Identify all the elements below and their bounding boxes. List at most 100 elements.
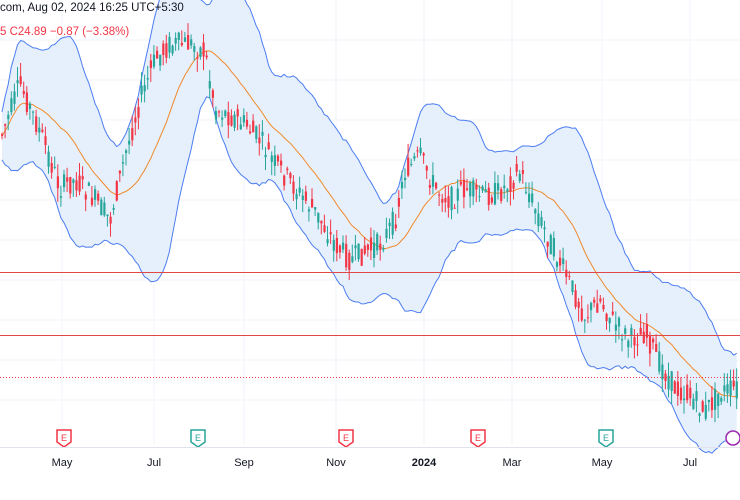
- candle: [320, 220, 323, 235]
- candle: [156, 46, 159, 59]
- candle: [286, 166, 289, 175]
- candle: [180, 30, 183, 47]
- candle: [329, 219, 332, 244]
- candlestick-series: [1, 23, 738, 423]
- event-marker-dividends[interactable]: E: [598, 429, 614, 448]
- candle: [627, 338, 630, 358]
- candle: [193, 42, 196, 61]
- time-axis[interactable]: May Jul Sep Nov 2024 Mar May Jul: [0, 447, 740, 470]
- event-marker-earnings[interactable]: E: [338, 429, 354, 448]
- candle: [608, 317, 611, 332]
- candle: [227, 101, 230, 139]
- candle: [171, 44, 174, 56]
- candle: [190, 34, 193, 49]
- candle: [472, 177, 475, 206]
- candle: [695, 382, 698, 413]
- candle: [416, 146, 419, 158]
- event-marker-label: E: [603, 433, 609, 443]
- candle: [673, 379, 676, 394]
- candle: [636, 333, 639, 357]
- candle: [642, 322, 645, 345]
- candle: [236, 104, 239, 131]
- candle: [373, 230, 376, 268]
- candle: [658, 342, 661, 375]
- candle: [599, 294, 602, 304]
- candle: [590, 301, 593, 323]
- candle: [221, 110, 224, 127]
- candle: [509, 167, 512, 206]
- ohlc-close: C24.89: [9, 26, 47, 38]
- candle: [59, 185, 63, 207]
- candle: [717, 393, 720, 419]
- candle: [484, 181, 487, 193]
- candle: [655, 334, 658, 353]
- event-marker-earnings[interactable]: E: [470, 429, 486, 448]
- candle: [224, 109, 227, 119]
- candle: [633, 329, 636, 359]
- candle: [149, 53, 152, 82]
- candle: [670, 370, 673, 405]
- event-marker-label: E: [195, 433, 201, 443]
- bollinger-band-fill: [2, 0, 737, 454]
- candle: [466, 178, 469, 192]
- candle: [280, 153, 283, 173]
- candle: [183, 31, 187, 43]
- candle: [450, 185, 453, 220]
- candle: [549, 233, 552, 255]
- candle: [676, 371, 679, 406]
- candle: [645, 313, 648, 347]
- event-marker-split[interactable]: [725, 430, 740, 446]
- candle: [311, 188, 314, 209]
- candle: [667, 362, 670, 398]
- candle: [289, 171, 292, 185]
- candle: [56, 164, 59, 202]
- candle: [593, 296, 596, 308]
- candle: [543, 220, 546, 243]
- candle: [444, 185, 447, 213]
- candle: [323, 214, 326, 234]
- candle: [400, 170, 404, 199]
- candle: [338, 244, 342, 259]
- x-tick-label: Sep: [234, 457, 254, 469]
- candle: [87, 181, 90, 187]
- candle: [537, 202, 540, 233]
- candle: [230, 109, 233, 127]
- x-tick-label: 2024: [412, 457, 437, 469]
- candle: [38, 117, 41, 142]
- candle: [704, 391, 707, 421]
- candle: [137, 98, 140, 130]
- ohlc-change: −0.87 (−3.38%): [49, 26, 130, 38]
- candle: [211, 88, 214, 108]
- candle: [354, 234, 357, 261]
- candle: [159, 54, 162, 72]
- candle: [475, 178, 478, 203]
- candle: [66, 167, 69, 192]
- candle: [326, 226, 329, 247]
- candle: [97, 190, 100, 205]
- candle: [493, 171, 497, 206]
- candle: [174, 32, 177, 51]
- candle: [534, 207, 537, 225]
- candle: [208, 70, 211, 99]
- candle: [410, 158, 413, 167]
- candle: [249, 124, 252, 135]
- candle: [35, 109, 38, 136]
- candle: [701, 399, 704, 413]
- candle: [503, 174, 506, 199]
- event-marker-dividends[interactable]: E: [190, 429, 206, 448]
- candle: [239, 116, 242, 130]
- candle: [524, 182, 528, 195]
- candle: [428, 179, 431, 195]
- candle: [583, 318, 586, 333]
- candle: [714, 382, 717, 423]
- candle: [19, 62, 22, 87]
- ohlc-readout: 5 C24.89 −0.87 (−3.38%): [0, 26, 129, 38]
- candle: [574, 284, 577, 310]
- candle: [404, 168, 407, 189]
- candle: [369, 227, 373, 261]
- moving-average-line: [1, 50, 737, 398]
- candle: [125, 148, 128, 166]
- event-marker-earnings[interactable]: E: [56, 429, 72, 448]
- candle: [152, 45, 156, 70]
